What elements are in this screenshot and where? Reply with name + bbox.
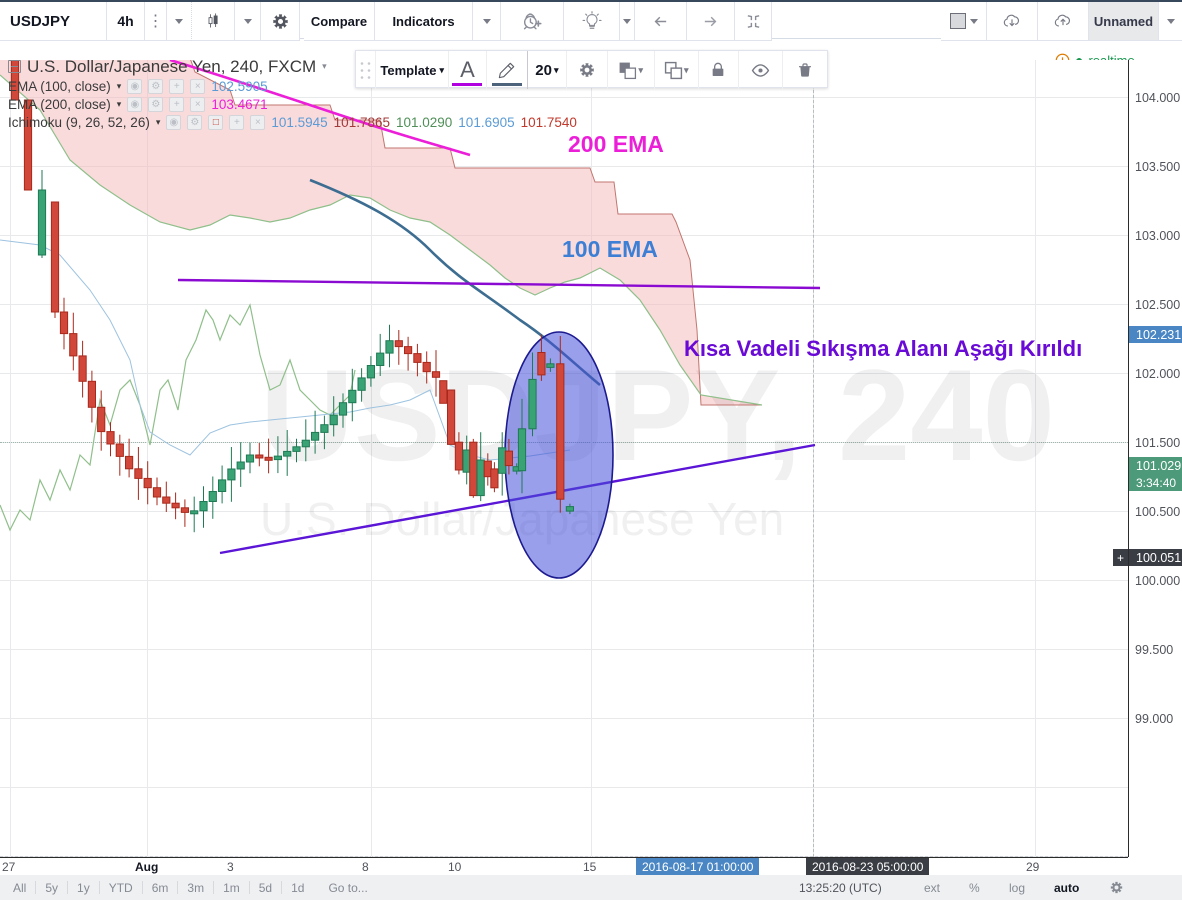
- svg-text:100 EMA: 100 EMA: [562, 236, 658, 262]
- svg-text:Kısa Vadeli Sıkışma Alanı Aşağ: Kısa Vadeli Sıkışma Alanı Aşağı Kırıldı: [684, 336, 1082, 361]
- svg-text:200 EMA: 200 EMA: [568, 131, 664, 157]
